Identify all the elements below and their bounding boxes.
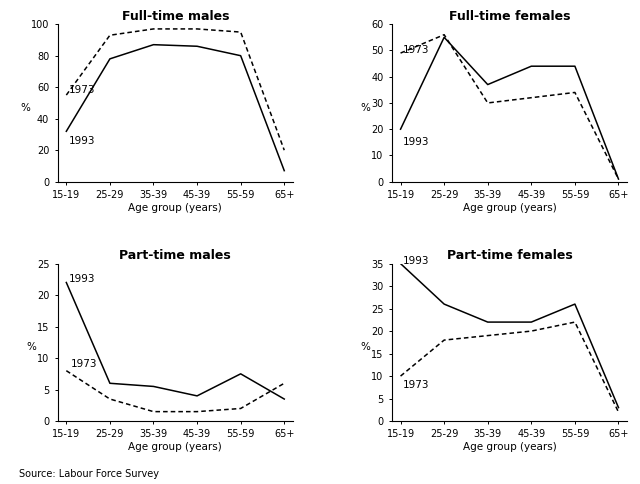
Title: Full-time males: Full-time males: [122, 10, 229, 23]
Text: 1973: 1973: [68, 85, 95, 95]
X-axis label: Age group (years): Age group (years): [129, 203, 222, 213]
Title: Part-time males: Part-time males: [120, 249, 231, 262]
Text: 1973: 1973: [403, 380, 429, 390]
Title: Part-time females: Part-time females: [447, 249, 572, 262]
Text: 1993: 1993: [68, 136, 95, 146]
Y-axis label: %: %: [360, 103, 371, 113]
X-axis label: Age group (years): Age group (years): [463, 442, 556, 452]
Text: Source: Labour Force Survey: Source: Labour Force Survey: [19, 469, 159, 479]
Text: 1993: 1993: [403, 137, 429, 147]
Text: 1993: 1993: [403, 257, 429, 266]
Y-axis label: %: %: [26, 342, 36, 352]
X-axis label: Age group (years): Age group (years): [463, 203, 556, 213]
X-axis label: Age group (years): Age group (years): [129, 442, 222, 452]
Text: 1973: 1973: [403, 45, 429, 56]
Y-axis label: %: %: [360, 342, 371, 352]
Text: 1993: 1993: [68, 274, 95, 284]
Title: Full-time females: Full-time females: [449, 10, 570, 23]
Y-axis label: %: %: [20, 103, 30, 113]
Text: 1973: 1973: [70, 360, 97, 369]
